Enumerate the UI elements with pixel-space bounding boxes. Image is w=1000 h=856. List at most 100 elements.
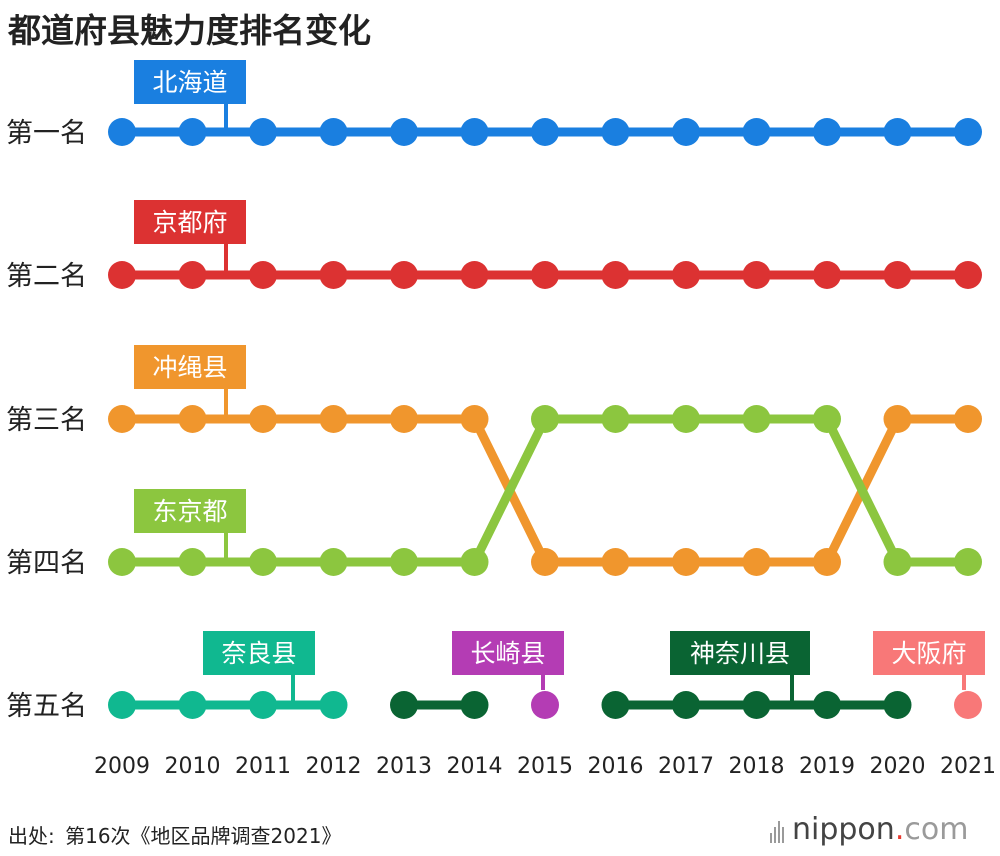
data-point xyxy=(672,548,700,576)
data-point xyxy=(601,691,630,719)
x-tick-label: 2017 xyxy=(658,754,714,779)
data-point xyxy=(813,405,841,433)
series-label-e58c97e6b5b7e98193: 北海道 xyxy=(134,60,246,128)
data-point xyxy=(108,548,136,576)
x-tick-label: 2010 xyxy=(165,754,221,779)
series-label-text: 神奈川县 xyxy=(690,639,790,668)
data-point xyxy=(883,118,912,146)
data-point xyxy=(531,118,559,146)
logo-tld: com xyxy=(904,812,969,847)
x-tick-label: 2020 xyxy=(870,754,926,779)
x-tick-label: 2013 xyxy=(376,754,432,779)
series-label-text: 奈良县 xyxy=(221,639,296,668)
source-text: 第16次《地区品牌调查2021》 xyxy=(65,824,342,848)
x-tick-label: 2009 xyxy=(94,754,150,779)
data-point xyxy=(460,548,489,576)
data-point xyxy=(531,405,559,433)
series-label-e5a588e889afe58ebf: 奈良县 xyxy=(203,631,315,701)
data-point xyxy=(390,548,418,576)
series-label-box xyxy=(452,631,564,675)
data-point xyxy=(249,691,277,719)
series-label-text: 东京都 xyxy=(152,497,227,526)
series-label-box xyxy=(873,631,985,675)
data-point xyxy=(390,405,418,433)
data-point xyxy=(460,405,489,433)
data-point xyxy=(672,118,700,146)
data-point xyxy=(742,405,771,433)
data-point xyxy=(813,261,841,289)
data-point xyxy=(319,405,348,433)
data-point xyxy=(601,405,630,433)
x-tick-label: 2021 xyxy=(940,754,996,779)
data-point xyxy=(954,261,982,289)
series-label-text: 冲绳县 xyxy=(152,353,227,382)
data-point xyxy=(108,261,136,289)
data-point xyxy=(178,261,207,289)
data-point xyxy=(742,118,771,146)
series-label-text: 大阪府 xyxy=(891,639,966,668)
rank-label: 第五名 xyxy=(6,691,87,722)
data-point xyxy=(178,548,207,576)
data-point xyxy=(883,405,912,433)
data-point xyxy=(460,118,489,146)
data-point xyxy=(954,405,982,433)
series-label-e995bfe5b48ee58ebf: 长崎县 xyxy=(452,631,564,690)
data-point xyxy=(319,691,348,719)
series-label-box xyxy=(134,489,246,533)
series-label-box xyxy=(134,345,246,389)
series-label-box xyxy=(203,631,315,675)
data-point xyxy=(601,118,630,146)
series-label-text: 长崎县 xyxy=(470,639,545,668)
source-note: 出处: 第16次《地区品牌调查2021》 xyxy=(8,820,341,849)
data-point xyxy=(178,691,207,719)
data-point xyxy=(672,405,700,433)
data-point xyxy=(390,261,418,289)
rank-label: 第一名 xyxy=(6,118,87,149)
data-point xyxy=(813,118,841,146)
data-point xyxy=(883,261,912,289)
data-point xyxy=(390,691,418,719)
data-point xyxy=(531,261,559,289)
data-point xyxy=(249,405,277,433)
x-tick-label: 2016 xyxy=(588,754,644,779)
rank-label: 第四名 xyxy=(6,548,87,579)
data-point xyxy=(460,691,489,719)
source-label: 出处: xyxy=(8,824,55,848)
data-point xyxy=(531,548,559,576)
data-point xyxy=(742,691,771,719)
data-point xyxy=(178,118,207,146)
data-point xyxy=(319,118,348,146)
x-tick-label: 2012 xyxy=(306,754,362,779)
data-point xyxy=(531,691,559,719)
series-label-e586b2e7bbb3e58ebf: 冲绳县 xyxy=(134,345,246,415)
series-label-e5a4a7e998aae5ba9c: 大阪府 xyxy=(873,631,985,690)
chart-title: 都道府县魅力度排名变化 xyxy=(8,11,371,50)
data-point xyxy=(390,118,418,146)
data-point xyxy=(672,261,700,289)
x-tick-label: 2018 xyxy=(729,754,785,779)
nippon-logo[interactable]: nippon. com xyxy=(770,812,968,847)
x-tick-label: 2011 xyxy=(235,754,291,779)
series-dots xyxy=(108,118,982,719)
series-label-box xyxy=(134,200,246,244)
data-point xyxy=(601,261,630,289)
series-label-box xyxy=(134,60,246,104)
data-point xyxy=(883,691,912,719)
rank-label: 第二名 xyxy=(6,261,87,292)
data-point xyxy=(742,548,771,576)
data-point xyxy=(108,405,136,433)
data-point xyxy=(954,548,982,576)
series-label-e7a59ee5a588e5b79de58ebf: 神奈川县 xyxy=(670,631,810,701)
data-point xyxy=(813,691,841,719)
data-point xyxy=(108,691,136,719)
x-tick-label: 2015 xyxy=(517,754,573,779)
series-label-box xyxy=(670,631,810,675)
x-tick-label: 2019 xyxy=(799,754,855,779)
data-point xyxy=(601,548,630,576)
series-label-text: 京都府 xyxy=(152,208,227,237)
logo-dot: . xyxy=(894,812,905,847)
series-label-e4b89ce4baace983bd: 东京都 xyxy=(134,489,246,558)
data-point xyxy=(178,405,207,433)
data-point xyxy=(108,118,136,146)
